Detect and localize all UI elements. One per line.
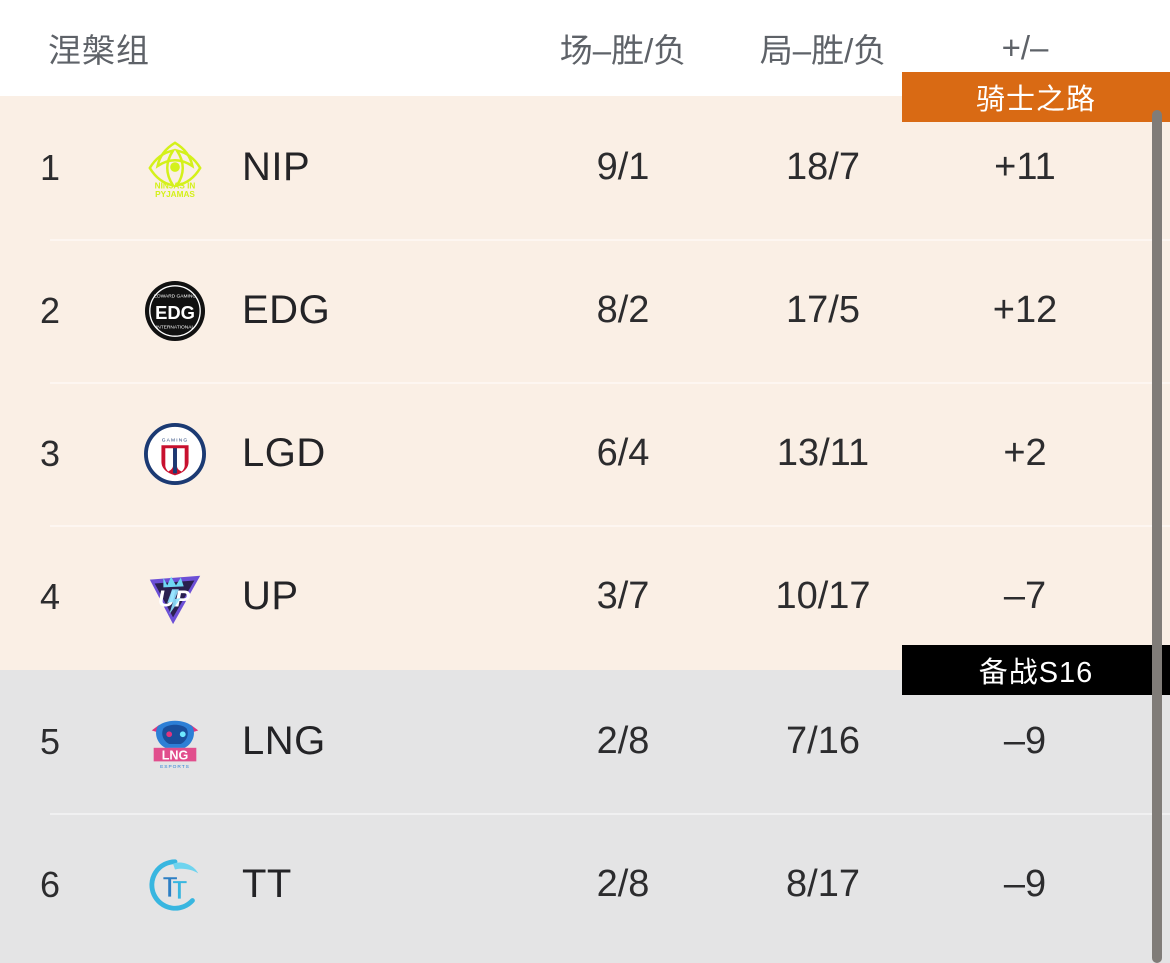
team-name: LNG xyxy=(242,719,326,763)
team-name: LGD xyxy=(242,431,326,475)
group-title: 涅槃组 xyxy=(48,32,150,69)
table-row[interactable]: 5 LNG ESPORTS LNG 2/8 7/16 –9 xyxy=(0,670,1170,813)
edg-logo: EDWARD GAMING EDG INTERNATIONAL xyxy=(140,239,210,382)
eliminated-zone-background xyxy=(0,670,1170,963)
edg-logo-icon: EDWARD GAMING EDG INTERNATIONAL xyxy=(144,280,206,341)
nip-logo: NINJAS IN PYJAMAS xyxy=(140,96,210,239)
table-row[interactable]: 1 NINJAS IN PYJAMAS NIP 9/1 18/7 +11 xyxy=(0,96,1170,239)
svg-text:EDG: EDG xyxy=(155,301,195,322)
team-name: NIP xyxy=(242,145,311,189)
games-record: 18/7 xyxy=(786,146,860,188)
svg-text:PYJAMAS: PYJAMAS xyxy=(155,190,195,199)
game-differential: +2 xyxy=(1003,432,1047,474)
table-row[interactable]: 6 TT 2/8 8/17 –9 xyxy=(0,813,1170,956)
team-name: TT xyxy=(242,862,292,906)
svg-text:NINJAS IN: NINJAS IN xyxy=(155,181,196,190)
svg-text:EDWARD GAMING: EDWARD GAMING xyxy=(154,293,196,299)
table-row[interactable]: 3 GAMING LGD 6/4 13/11 +2 xyxy=(0,382,1170,525)
svg-text:INTERNATIONAL: INTERNATIONAL xyxy=(156,324,195,330)
svg-text:ESPORTS: ESPORTS xyxy=(160,764,190,770)
row-divider xyxy=(50,382,1170,384)
matches-record: 6/4 xyxy=(596,432,650,474)
game-differential: +11 xyxy=(994,146,1056,188)
table-row[interactable]: 2 EDWARD GAMING EDG INTERNATIONAL EDG 8/… xyxy=(0,239,1170,382)
tt-logo xyxy=(140,813,210,956)
rank-cell: 6 xyxy=(40,863,61,905)
tt-logo-icon xyxy=(149,858,199,911)
row-divider xyxy=(50,525,1170,527)
scrollbar-thumb[interactable] xyxy=(1152,110,1162,963)
game-differential: +12 xyxy=(992,289,1058,331)
game-differential: –7 xyxy=(1003,575,1047,617)
rank-cell: 4 xyxy=(40,575,61,617)
game-differential: –9 xyxy=(1003,863,1047,905)
column-header-diff: +/– xyxy=(1001,29,1049,66)
nip-logo-icon: NINJAS IN PYJAMAS xyxy=(148,140,202,199)
matches-record: 3/7 xyxy=(596,575,650,617)
knights-path-badge: 骑士之路 xyxy=(902,72,1170,122)
table-row[interactable]: 4 UP UP 3/7 10/17 –7 xyxy=(0,525,1170,668)
standings-list: 1 NINJAS IN PYJAMAS NIP 9/1 18/7 +11 xyxy=(0,96,1170,963)
games-record: 13/11 xyxy=(776,432,870,474)
lng-logo-icon: LNG ESPORTS xyxy=(151,720,199,770)
table-header: 涅槃组 场–胜/负 局–胜/负 +/– xyxy=(0,0,1170,96)
row-divider xyxy=(50,239,1170,241)
lgd-logo: GAMING xyxy=(140,382,210,525)
matches-record: 8/2 xyxy=(596,289,650,331)
column-header-matches: 场–胜/负 xyxy=(559,32,687,69)
lgd-logo-icon: GAMING xyxy=(144,422,206,485)
column-header-games: 局–胜/负 xyxy=(759,32,887,69)
matches-record: 9/1 xyxy=(596,146,650,188)
up-logo: UP xyxy=(140,525,210,668)
rank-cell: 1 xyxy=(40,146,61,188)
svg-text:GAMING: GAMING xyxy=(162,437,189,443)
rank-cell: 5 xyxy=(40,720,61,762)
rank-cell: 3 xyxy=(40,432,61,474)
svg-text:LNG: LNG xyxy=(162,748,189,762)
games-record: 10/17 xyxy=(775,575,871,617)
games-record: 17/5 xyxy=(786,289,860,331)
lng-logo: LNG ESPORTS xyxy=(140,670,210,813)
up-logo-icon: UP xyxy=(149,575,201,624)
team-name: UP xyxy=(242,574,299,618)
matches-record: 2/8 xyxy=(596,720,650,762)
team-name: EDG xyxy=(242,288,331,332)
games-record: 7/16 xyxy=(786,720,860,762)
rank-cell: 2 xyxy=(40,289,61,331)
vertical-scrollbar[interactable] xyxy=(1152,110,1162,963)
row-divider xyxy=(50,813,1170,815)
games-record: 8/17 xyxy=(786,863,860,905)
game-differential: –9 xyxy=(1003,720,1047,762)
matches-record: 2/8 xyxy=(596,863,650,905)
prepare-s16-badge: 备战S16 xyxy=(902,645,1170,695)
